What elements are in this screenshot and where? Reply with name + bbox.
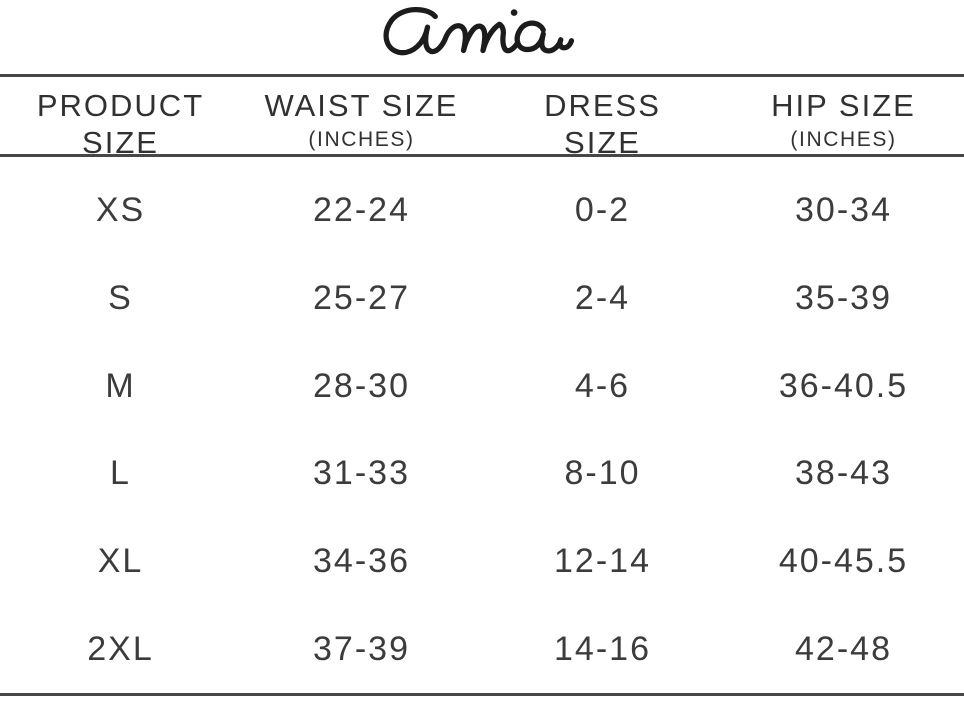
waist-size-cell: 37-39 (313, 629, 410, 668)
waist-size-cell: 34-36 (313, 541, 410, 580)
table-header: PRODUCT SIZE WAIST SIZE (INCHES) DRESS S… (0, 77, 964, 160)
hip-size-cell: 35-39 (795, 278, 892, 317)
table-row: 2XL 37-39 14-16 42-48 (0, 605, 964, 693)
dress-size-cell: 8-10 (564, 454, 641, 493)
bottom-divider (0, 693, 964, 696)
product-size-cell: XS (95, 191, 146, 230)
table-row: L 31-33 8-10 38-43 (0, 430, 964, 518)
column-header-dress-size: DRESS SIZE (544, 88, 661, 160)
hip-size-cell: 38-43 (795, 454, 892, 493)
column-header-waist-size: WAIST SIZE (INCHES) (264, 88, 459, 151)
product-size-cell: XL (97, 541, 144, 580)
top-divider (0, 74, 964, 77)
hip-size-cell: 30-34 (795, 191, 892, 230)
brand-logo: amia (0, 0, 964, 74)
dress-size-cell: 4-6 (574, 366, 631, 405)
table-row: XL 34-36 12-14 40-45.5 (0, 518, 964, 606)
header-divider (0, 154, 964, 157)
product-size-cell: L (110, 454, 131, 493)
column-header-product-size: PRODUCT SIZE (36, 88, 205, 160)
dress-size-cell: 12-14 (554, 541, 651, 580)
waist-size-cell: 28-30 (313, 366, 410, 405)
waist-size-cell: 31-33 (313, 454, 410, 493)
hip-size-cell: 40-45.5 (778, 541, 909, 580)
size-chart-table: XS 22-24 0-2 30-34 S 25-27 2-4 35-39 M 2… (0, 157, 964, 693)
waist-size-cell: 25-27 (313, 278, 410, 317)
column-header-hip-size: HIP SIZE (INCHES) (771, 88, 916, 151)
dress-size-cell: 0-2 (574, 191, 631, 230)
hip-size-cell: 36-40.5 (778, 366, 909, 405)
brand-logo-script-icon (383, 7, 575, 56)
table-row: S 25-27 2-4 35-39 (0, 255, 964, 343)
dress-size-cell: 14-16 (554, 629, 651, 668)
table-row: XS 22-24 0-2 30-34 (0, 167, 964, 255)
hip-size-cell: 42-48 (795, 629, 892, 668)
waist-size-cell: 22-24 (313, 191, 410, 230)
product-size-cell: S (108, 278, 133, 317)
product-size-cell: 2XL (87, 629, 154, 668)
product-size-cell: M (105, 366, 136, 405)
table-row: M 28-30 4-6 36-40.5 (0, 342, 964, 430)
dress-size-cell: 2-4 (574, 278, 631, 317)
